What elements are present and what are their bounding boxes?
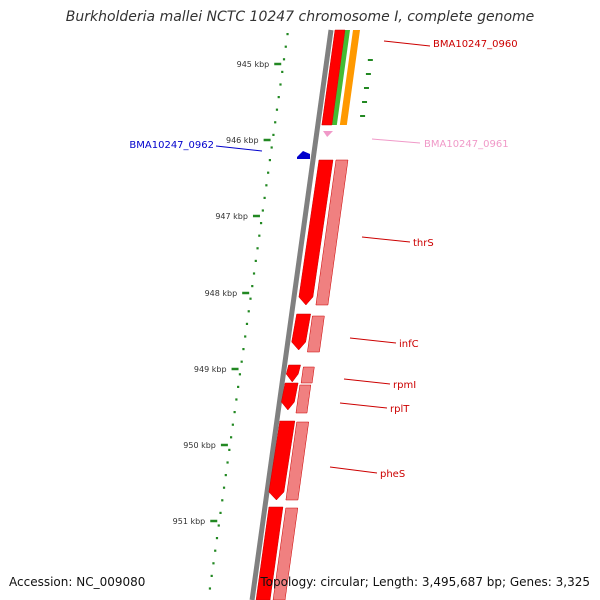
gene-pheS-complement xyxy=(285,421,309,501)
gene-leader-line xyxy=(339,402,388,409)
gene-features xyxy=(255,29,358,600)
ruler-dot xyxy=(265,184,268,187)
ruler-dot xyxy=(224,474,227,477)
ruler-dot xyxy=(219,511,222,514)
gene-rplT xyxy=(281,382,299,411)
ruler-dot xyxy=(258,234,261,237)
ruler-dot xyxy=(272,133,275,136)
gene-label-BMA10247_0960: BMA10247_0960 xyxy=(433,39,518,50)
ruler-dot xyxy=(281,70,284,73)
gene-bottom-complement xyxy=(272,507,299,600)
tracks xyxy=(249,29,373,600)
ruler-dot xyxy=(259,222,263,225)
ruler-dot xyxy=(282,58,286,61)
green-track xyxy=(331,30,350,125)
gene-label-BMA10247_0962: BMA10247_0962 xyxy=(129,140,214,151)
gene-label-rplT: rplT xyxy=(390,404,410,415)
gene-BMA10247_0960 xyxy=(321,29,346,126)
gene-rplT-complement xyxy=(295,384,312,414)
gene-label-pheS: pheS xyxy=(380,469,405,480)
ruler-dot xyxy=(268,159,271,162)
ruler-dot xyxy=(251,285,254,288)
ruler-dot xyxy=(231,423,234,426)
ruler-dot xyxy=(233,411,236,414)
gene-leader-line xyxy=(343,378,391,385)
ruler-dot xyxy=(215,537,219,540)
track-gap xyxy=(320,126,358,131)
ruler-dot xyxy=(222,486,226,489)
ruler-dot xyxy=(284,45,287,48)
kbp-tick-label: 946 kbp xyxy=(226,136,259,145)
gene-leader-line xyxy=(371,138,421,144)
ruler-dot xyxy=(226,461,229,464)
kbp-tick-label: 949 kbp xyxy=(194,365,227,374)
ruler-dot xyxy=(254,259,257,262)
gene-infC-complement xyxy=(307,315,325,353)
ruler-dot xyxy=(270,146,273,149)
ruler-dot xyxy=(237,385,240,388)
gene-label-rpmI: rpmI xyxy=(393,380,416,391)
ruler-dot xyxy=(263,196,266,199)
ruler-dot xyxy=(214,549,217,552)
map-title: Burkholderia mallei NCTC 10247 chromosom… xyxy=(65,9,535,25)
track-gap xyxy=(280,415,318,419)
track-gap xyxy=(268,503,306,506)
ruler-dot xyxy=(210,574,213,577)
ruler-dot xyxy=(240,360,243,363)
ruler-dot xyxy=(267,171,270,174)
ruler-dot xyxy=(247,310,250,313)
ruler-dot xyxy=(244,335,247,338)
ruler-dot xyxy=(274,121,277,124)
gene-rpmI xyxy=(285,364,301,383)
kbp-tick-label: 951 kbp xyxy=(173,517,206,526)
ruler-dot xyxy=(235,398,238,401)
track-gap xyxy=(294,309,333,313)
ruler-dot xyxy=(286,33,289,36)
track-gap xyxy=(287,355,326,363)
ruler-dot xyxy=(228,448,231,451)
gene-pheS xyxy=(268,420,296,501)
ruler-dot xyxy=(229,436,233,439)
ruler-dot xyxy=(212,562,215,565)
orange-track xyxy=(339,30,360,125)
gene-label-infC: infC xyxy=(399,339,419,350)
ruler-dot xyxy=(249,297,252,300)
gene-rpmI-complement xyxy=(300,366,315,384)
ruler-dot xyxy=(221,499,224,502)
gene-labels: BMA10247_0960 BMA10247_0961 BMA10247_0962t… xyxy=(129,39,517,480)
ruler-dot xyxy=(256,247,259,250)
ruler-dot xyxy=(208,587,212,590)
gene-bottom xyxy=(255,506,284,600)
gene-leader-line xyxy=(361,236,411,243)
gene-BMA10247_0962 xyxy=(297,151,310,159)
ruler-dot xyxy=(275,108,279,111)
ruler-dot xyxy=(245,322,249,325)
gene-leader-line xyxy=(329,466,378,474)
kbp-tick-label: 950 kbp xyxy=(183,441,216,450)
ruler-dot xyxy=(238,373,242,376)
ruler-dot xyxy=(217,524,220,527)
gene-thrS xyxy=(298,159,334,306)
gene-label-BMA10247_0961: BMA10247_0961 xyxy=(424,139,509,150)
gene-label-thrS: thrS xyxy=(413,238,434,249)
ruler-dot xyxy=(277,96,280,99)
gene-leader-line xyxy=(349,337,397,344)
gene-infC xyxy=(291,313,311,351)
ruler-dot xyxy=(261,209,264,212)
gene-leader-line xyxy=(383,40,431,47)
ruler-dot xyxy=(242,348,245,351)
backbone-line xyxy=(249,29,334,600)
kbp-tick-label: 945 kbp xyxy=(237,60,270,69)
kbp-tick-label: 947 kbp xyxy=(215,212,248,221)
gene-thrS-complement xyxy=(315,159,349,306)
accession-text: Accession: NC_009080 xyxy=(9,575,146,589)
ruler-dot xyxy=(279,83,282,86)
kbp-ticks: 945 kbp 946 kbp 947 kbp 948 kbp 949 kbp 950 k… xyxy=(173,33,289,590)
gene-BMA10247_0961 xyxy=(323,131,334,137)
ruler-dot xyxy=(252,272,256,275)
summary-text: Topology: circular; Length: 3,495,687 bp… xyxy=(260,575,590,589)
kbp-tick-label: 948 kbp xyxy=(205,289,238,298)
gene-leader-line xyxy=(215,145,263,152)
